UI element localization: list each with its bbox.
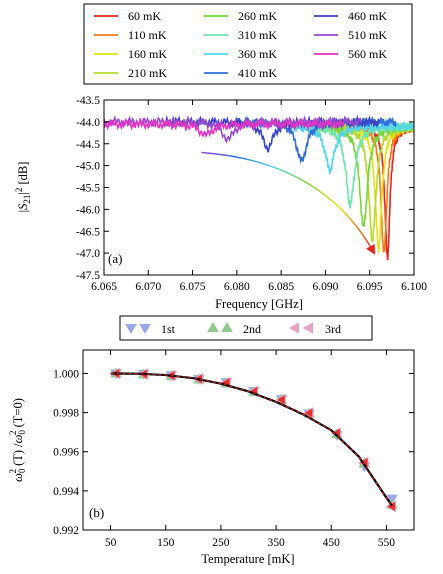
- y-tick-label: 0.994: [53, 486, 79, 498]
- x-tick-label: 50: [105, 537, 117, 549]
- plot-frame-b: [82, 349, 415, 531]
- data-point: [304, 408, 313, 418]
- y-tick-label: -47.5: [76, 270, 100, 282]
- y-tick-label: 0.996: [53, 447, 79, 459]
- legend-b-marker: [221, 322, 233, 333]
- panel-label-a: (a): [108, 251, 122, 266]
- legend-b-label: 1st: [161, 322, 176, 336]
- y-tick-label: -44.0: [76, 117, 100, 129]
- legend-b-marker: [125, 323, 137, 334]
- legend-a-label: 210 mK: [128, 66, 167, 80]
- legend-a-label: 460 mK: [348, 9, 387, 23]
- data-point: [387, 502, 396, 512]
- data-point: [277, 395, 285, 405]
- legend-b-frame: [119, 315, 373, 341]
- fit-curve-overlay: [110, 372, 393, 506]
- legend-a-label: 410 mK: [238, 66, 277, 80]
- y-tick-label: -45.0: [76, 161, 100, 173]
- x-tick-label: 6.100: [401, 281, 427, 293]
- legend-a-label: 110 mK: [128, 28, 167, 42]
- legend-a-label: 60 mK: [128, 9, 161, 23]
- legend-b: 1st 2nd 3rd: [119, 315, 373, 341]
- temperature-trend-arrow: [201, 151, 376, 255]
- x-tick-label: 550: [378, 537, 396, 549]
- legend-a-label: 510 mK: [348, 28, 387, 42]
- panel-a: 6.065 6.070 6.075 6.080 6.085 6.090 6.095 6.100…: [14, 95, 427, 311]
- y-tick-label: -46.5: [76, 226, 100, 238]
- x-axis-label-b: Temperature [mK]: [201, 552, 294, 566]
- legend-a-label: 310 mK: [238, 28, 277, 42]
- panel-label-b: (b): [89, 505, 104, 520]
- y-tick-label: 1.000: [53, 368, 79, 380]
- legend-b-marker: [303, 322, 314, 334]
- trace-line: [104, 117, 344, 139]
- x-tick-label: 6.090: [312, 281, 338, 293]
- legend-b-label: 2nd: [243, 322, 261, 336]
- y-tick-label: -45.5: [76, 183, 100, 195]
- x-tick-label: 6.065: [91, 281, 117, 293]
- panel-b: 50 150 250 350 450 550 1.000 0.998 0.996 0.994 0.9…: [8, 349, 415, 566]
- y-tick-label: -44.5: [76, 139, 100, 151]
- x-tick-label: 150: [157, 537, 175, 549]
- x-tick-label: 250: [212, 537, 230, 549]
- x-axis-label-a: Frequency [GHz]: [215, 297, 303, 311]
- x-tick-label: 6.080: [224, 281, 250, 293]
- legend-b-marker: [289, 322, 300, 334]
- legend-a-frame: [83, 3, 413, 85]
- x-tick-label: 6.070: [135, 281, 161, 293]
- legend-b-marker: [207, 322, 219, 333]
- legend-a: 60 mK 110 mK 160 mK 210 mK 260 mK 310 mK 360 m…: [83, 3, 413, 85]
- y-tick-label: -46.0: [76, 204, 100, 216]
- x-tick-label: 450: [323, 537, 341, 549]
- y-tick-label: 0.998: [53, 408, 79, 420]
- y-tick-label: 0.992: [53, 525, 79, 537]
- legend-a-label: 160 mK: [128, 47, 167, 61]
- fit-curve: [110, 372, 393, 507]
- legend-b-marker: [139, 323, 151, 334]
- legend-b-label: 3rd: [325, 322, 341, 336]
- x-tick-label: 6.085: [268, 281, 294, 293]
- x-tick-label: 6.095: [357, 281, 383, 293]
- x-tick-label: 350: [267, 537, 285, 549]
- y-axis-label-a: |S21|2 [dB]: [14, 162, 32, 213]
- y-tick-label: -43.5: [76, 95, 100, 107]
- legend-a-label: 560 mK: [348, 47, 387, 61]
- trace-line: [104, 115, 362, 144]
- legend-a-label: 360 mK: [238, 47, 277, 61]
- x-tick-label: 6.075: [180, 281, 206, 293]
- y-tick-label: -47.0: [76, 248, 100, 260]
- legend-a-label: 260 mK: [238, 9, 277, 23]
- y-axis-label-b: ω02 (T) /ω02 (T=0): [8, 398, 27, 482]
- trace-line: [306, 121, 414, 209]
